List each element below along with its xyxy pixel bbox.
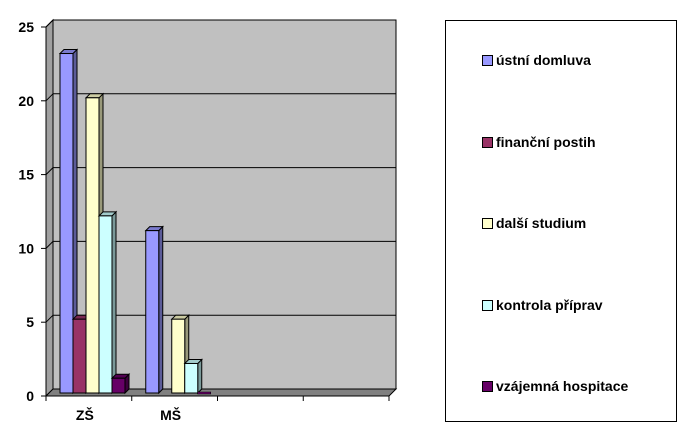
legend-label: kontrola příprav [496, 297, 603, 313]
y-tick-label: 0 [26, 388, 34, 404]
gridline-side [45, 314, 54, 323]
legend-label: ústní domluva [496, 52, 591, 68]
x-tick-label: ZŠ [76, 406, 94, 423]
legend-label: další studium [496, 215, 587, 231]
legend-item: vzájemná hospitace [482, 377, 628, 395]
legend-swatch [482, 217, 493, 229]
legend-item: další studium [482, 214, 586, 232]
bar [72, 318, 87, 394]
bar [171, 318, 186, 394]
bar-side [197, 358, 203, 395]
gridline-side [45, 19, 54, 28]
legend-label: vzájemná hospitace [496, 378, 629, 394]
y-tick-label: 15 [18, 167, 34, 183]
bar [111, 377, 126, 394]
bar [85, 97, 100, 394]
bar [184, 362, 199, 394]
legend-swatch [482, 299, 493, 311]
bar-side [111, 210, 117, 395]
gridline-side [45, 167, 54, 175]
y-tick-label: 10 [18, 240, 34, 256]
bar [59, 53, 74, 394]
legend-swatch [482, 380, 493, 392]
bar [145, 230, 160, 394]
legend-item: ústní domluva [482, 51, 591, 69]
legend-label: finanční postih [496, 134, 596, 150]
y-tick-label: 5 [26, 314, 34, 330]
bar [98, 215, 113, 394]
axes [41, 26, 390, 401]
legend-swatch [482, 54, 493, 66]
x-tick-label: MŠ [160, 406, 181, 423]
bar-side [158, 225, 164, 395]
gridline-side [45, 93, 54, 102]
bar [197, 391, 211, 395]
gridline-side [45, 241, 54, 249]
legend-item: kontrola příprav [482, 296, 603, 314]
y-tick-label: 25 [18, 19, 34, 35]
y-tick-label: 20 [18, 93, 34, 109]
bars [58, 48, 211, 395]
legend-swatch [482, 136, 493, 148]
plot-side-wall [45, 18, 54, 398]
legend: ústní domluva finanční postih další studiu… [445, 20, 677, 422]
y-tick-labels: 0 5 10 15 20 25 [18, 19, 34, 404]
x-tick-labels: ZŠ MŠ [76, 406, 181, 423]
legend-item: finanční postih [482, 133, 596, 151]
